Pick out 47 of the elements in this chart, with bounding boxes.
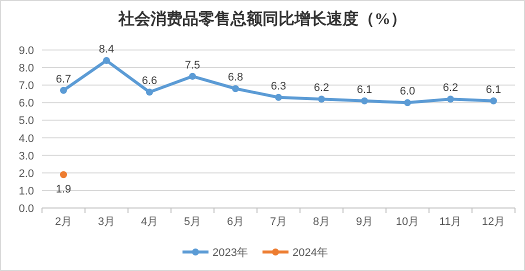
y-tick-label: 2.0 [18, 168, 34, 180]
legend-label: 2024年 [292, 247, 328, 259]
x-tick-label: 10月 [396, 216, 420, 228]
point [404, 99, 411, 106]
y-tick-label: 8.0 [18, 62, 34, 75]
point [361, 97, 368, 104]
y-tick-label: 5.0 [18, 115, 34, 128]
x-tick-label: 9月 [356, 216, 374, 228]
point [146, 88, 153, 96]
x-tick-label: 11月 [439, 216, 462, 228]
x-tick-label: 8月 [312, 216, 330, 228]
y-tick-label: 4.0 [18, 132, 34, 145]
y-tick-label: 0.0 [18, 203, 34, 215]
data-label: 6.2 [442, 82, 458, 94]
x-tick-label: 12月 [482, 216, 506, 228]
data-label: 1.9 [56, 184, 72, 196]
point [189, 72, 196, 80]
point [490, 97, 497, 104]
x-tick-label: 5月 [184, 216, 202, 228]
chart-title: 社会消费品零售总额同比增长速度（%） [118, 9, 406, 28]
point [232, 85, 239, 92]
x-tick-label: 6月 [226, 216, 244, 228]
data-label: 8.4 [98, 44, 114, 56]
data-label: 6.2 [314, 82, 330, 94]
y-tick-label: 3.0 [18, 150, 34, 162]
y-tick-label: 6.0 [18, 98, 34, 110]
x-tick-label: 7月 [270, 216, 288, 228]
data-label: 6.1 [486, 84, 502, 96]
point [318, 96, 325, 103]
data-label: 6.0 [400, 86, 416, 98]
data-label: 6.8 [228, 72, 244, 84]
point [447, 96, 454, 103]
y-tick-label: 9.0 [18, 45, 34, 57]
data-label: 7.5 [184, 59, 200, 72]
data-label: 6.3 [270, 80, 286, 92]
point [60, 86, 67, 94]
point [275, 94, 282, 101]
data-label: 6.1 [356, 84, 372, 96]
point [103, 57, 110, 64]
x-tick-label: 4月 [140, 216, 158, 228]
data-label: 6.6 [142, 75, 158, 88]
legend-label: 2023年 [212, 247, 248, 259]
x-tick-label: 2月 [54, 216, 72, 228]
x-tick-label: 3月 [98, 216, 116, 228]
y-tick-label: 7.0 [18, 80, 34, 92]
data-label: 6.7 [56, 73, 72, 86]
y-tick-label: 1.0 [18, 185, 34, 198]
